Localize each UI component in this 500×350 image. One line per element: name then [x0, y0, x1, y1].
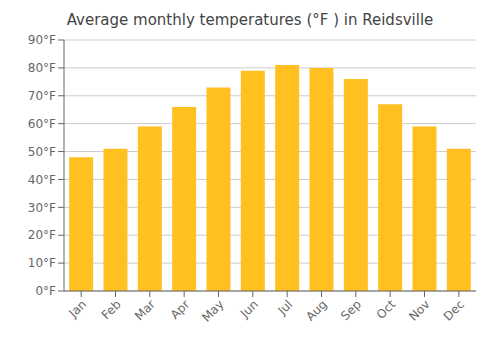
svg-text:May: May: [199, 297, 226, 324]
svg-text:Oct: Oct: [374, 297, 399, 322]
svg-text:20°F: 20°F: [28, 228, 56, 242]
svg-text:60°F: 60°F: [28, 117, 56, 131]
svg-text:Jan: Jan: [66, 297, 90, 321]
svg-text:80°F: 80°F: [28, 61, 56, 75]
svg-text:Jun: Jun: [237, 297, 261, 321]
svg-text:30°F: 30°F: [28, 201, 56, 215]
svg-text:Mar: Mar: [132, 297, 158, 323]
svg-text:Nov: Nov: [406, 297, 432, 323]
svg-text:Jul: Jul: [274, 297, 295, 318]
svg-text:Dec: Dec: [441, 297, 467, 323]
svg-text:0°F: 0°F: [35, 284, 56, 298]
svg-text:Apr: Apr: [168, 297, 193, 322]
svg-text:70°F: 70°F: [28, 89, 56, 103]
svg-text:Feb: Feb: [99, 297, 124, 322]
svg-text:40°F: 40°F: [28, 173, 56, 187]
svg-text:Aug: Aug: [303, 297, 329, 323]
svg-text:90°F: 90°F: [28, 33, 56, 47]
svg-text:10°F: 10°F: [28, 256, 56, 270]
svg-text:Sep: Sep: [338, 297, 364, 323]
html-text:Average monthly temperatures (: Average monthly temperatures (°F ) in Re…: [66, 11, 434, 29]
svg-text:50°F: 50°F: [28, 145, 56, 159]
